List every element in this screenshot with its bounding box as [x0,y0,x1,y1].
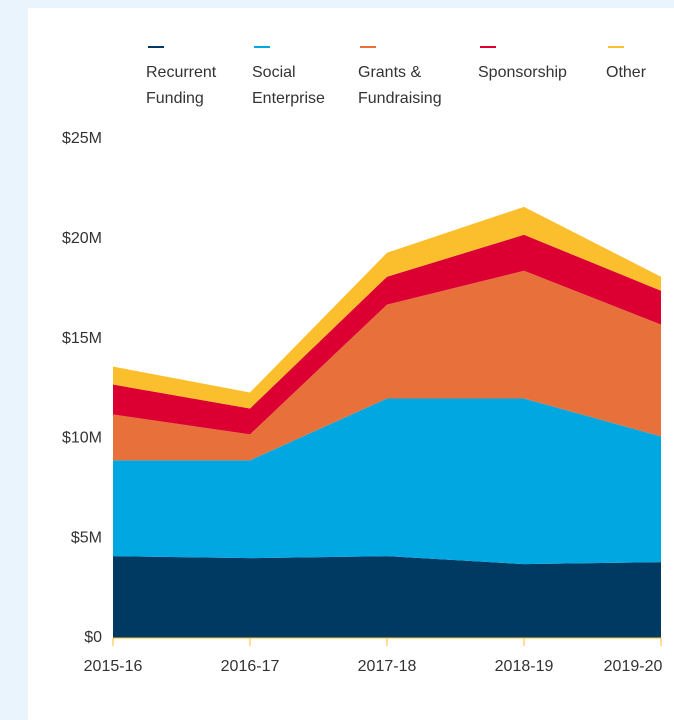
y-tick-label: $10M [62,430,102,447]
legend-label: Other [606,64,647,81]
legend-label: Recurrent Funding [146,64,217,107]
area [113,234,661,435]
y-tick-label: $20M [62,230,102,247]
legend-label: Grants & Fundraising [358,64,442,107]
area [113,206,661,409]
y-tick-label: $5M [71,529,102,546]
x-tick-label: 2017-18 [358,658,417,675]
y-tick-label: $15M [62,330,102,347]
y-tick-label: $25M [62,130,102,147]
area [113,556,661,638]
y-tick-label: $0 [84,629,102,646]
x-tick-label: 2015-16 [84,658,143,675]
x-tick-label: 2019-20 [604,658,663,675]
area [113,398,661,565]
x-tick-label: 2018-19 [495,658,554,675]
x-tick-label: 2016-17 [221,658,280,675]
legend-label: Social Enterprise [252,64,325,107]
legend-label: Sponsorship [478,64,567,81]
area [113,270,661,461]
